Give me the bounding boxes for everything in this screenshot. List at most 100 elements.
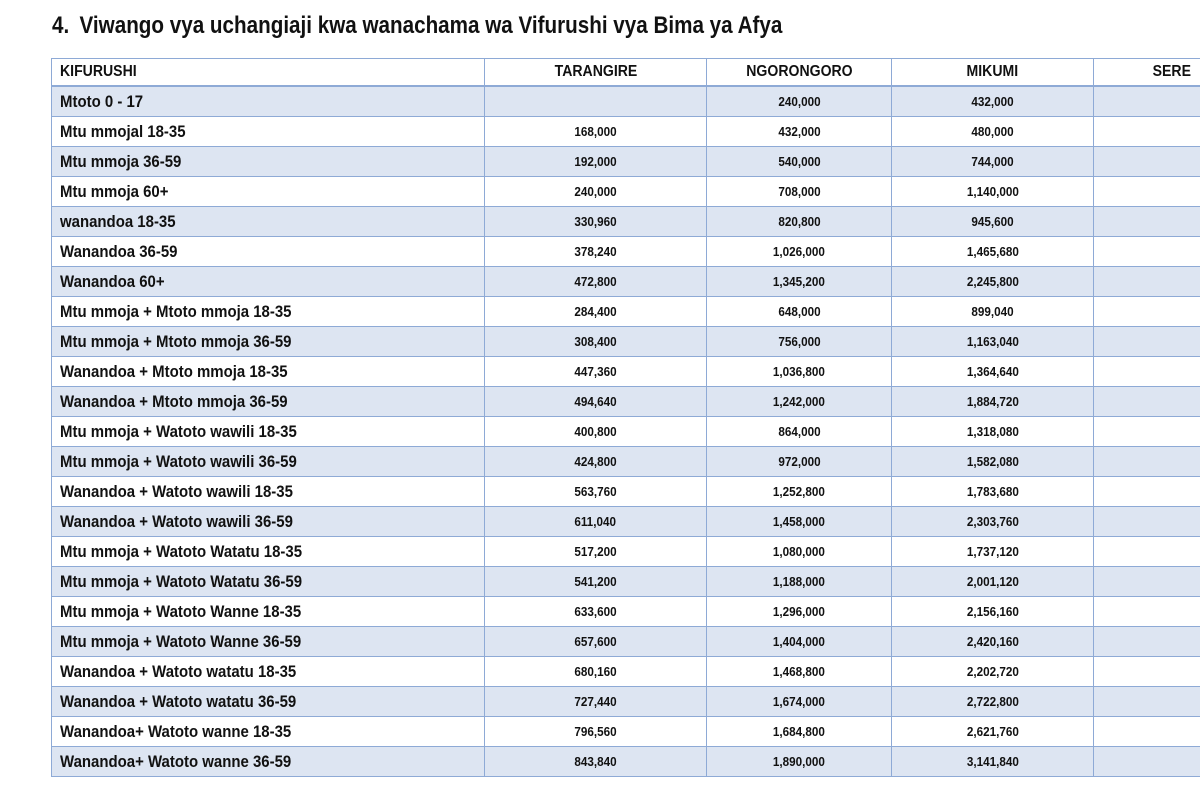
serengeti-value-cell: 4,86 bbox=[1093, 686, 1200, 717]
tarangire-value-cell: 378,240 bbox=[484, 236, 707, 267]
ngorongoro-value-cell: 1,036,800 bbox=[706, 356, 892, 387]
ngorongoro-value-cell: 1,026,000 bbox=[706, 236, 892, 267]
serengeti-value-cell: 3,99 bbox=[1093, 626, 1200, 657]
ngorongoro-value-cell: 240,000 bbox=[706, 85, 892, 117]
mikumi-value-cell: 1,163,040 bbox=[891, 326, 1094, 357]
table-row: Wanandoa + Mtoto mmoja 36-59 494,640 1,242… bbox=[51, 386, 1200, 417]
serengeti-value-cell: 6,33 bbox=[1093, 266, 1200, 297]
package-label-cell: Mtoto 0 - 17 bbox=[51, 85, 485, 117]
serengeti-value-cell: 3,07 bbox=[1093, 236, 1200, 267]
tarangire-value-cell: 563,760 bbox=[484, 476, 707, 507]
package-label-cell: Wanandoa + Mtoto mmoja 36-59 bbox=[51, 386, 485, 417]
package-label-cell: Wanandoa 36-59 bbox=[51, 236, 485, 267]
tarangire-value-cell: 541,200 bbox=[484, 566, 707, 597]
mikumi-value-cell: 1,465,680 bbox=[891, 236, 1094, 267]
serengeti-value-cell: 2,80 bbox=[1093, 446, 1200, 477]
tarangire-value-cell: 517,200 bbox=[484, 536, 707, 567]
table-row: Mtu mmoja + Watoto Wanne 36-59 657,600 1,4… bbox=[51, 626, 1200, 657]
table-row: Wanandoa+ Watoto wanne 18-35 796,560 1,684… bbox=[51, 716, 1200, 747]
package-label-cell: Mtu mmojal 18-35 bbox=[51, 116, 485, 147]
package-label-cell: Wanandoa+ Watoto wanne 18-35 bbox=[51, 716, 485, 747]
package-label-cell: Wanandoa + Watoto watatu 36-59 bbox=[51, 686, 485, 717]
column-header-tarangire: TARANGIRE bbox=[484, 58, 707, 87]
ngorongoro-value-cell: 1,296,000 bbox=[706, 596, 892, 627]
tarangire-value-cell bbox=[484, 85, 707, 117]
mikumi-value-cell: 2,303,760 bbox=[891, 506, 1094, 537]
table-row: Wanandoa 60+472,8001,345,2002,245,8006,3… bbox=[51, 266, 1200, 297]
tarangire-value-cell: 192,000 bbox=[484, 146, 707, 177]
table-row: Mtu mmoja + Watoto Watatu 18-35 517,200 1,… bbox=[51, 536, 1200, 567]
ngorongoro-value-cell: 1,345,200 bbox=[706, 266, 892, 297]
tarangire-value-cell: 472,800 bbox=[484, 266, 707, 297]
ngorongoro-value-cell: 972,000 bbox=[706, 446, 892, 477]
ngorongoro-value-cell: 820,800 bbox=[706, 206, 892, 237]
mikumi-value-cell: 2,722,800 bbox=[891, 686, 1094, 717]
mikumi-value-cell: 1,318,080 bbox=[891, 416, 1094, 447]
column-header-mikumi: MIKUMI bbox=[891, 58, 1094, 87]
package-label-cell: Mtu mmoja + Watoto Watatu 18-35 bbox=[51, 536, 485, 567]
serengeti-value-cell: 792 bbox=[1093, 116, 1200, 147]
mikumi-value-cell: 744,000 bbox=[891, 146, 1094, 177]
serengeti-value-cell: 2,09 bbox=[1093, 356, 1200, 387]
serengeti-value-cell: 3,28 bbox=[1093, 656, 1200, 687]
ngorongoro-value-cell: 1,890,000 bbox=[706, 746, 892, 777]
table-row: Wanandoa + Watoto wawili 36-59 611,040 1,4… bbox=[51, 506, 1200, 537]
tarangire-value-cell: 240,000 bbox=[484, 176, 707, 207]
section-number: 4. bbox=[52, 12, 70, 39]
tarangire-value-cell: 447,360 bbox=[484, 356, 707, 387]
ngorongoro-value-cell: 1,080,000 bbox=[706, 536, 892, 567]
column-header-serengeti: SERE bbox=[1093, 58, 1200, 87]
package-label-cell: Mtu mmoja + Watoto Watatu 36-59 bbox=[51, 566, 485, 597]
mikumi-value-cell: 899,040 bbox=[891, 296, 1094, 327]
mikumi-value-cell: 2,621,760 bbox=[891, 716, 1094, 747]
column-header-ngorongoro: NGORONGORO bbox=[706, 58, 892, 87]
serengeti-value-cell: 2,69 bbox=[1093, 476, 1200, 507]
tarangire-value-cell: 657,600 bbox=[484, 626, 707, 657]
table-row: Mtu mmoja + Mtoto mmoja 36-59 308,400 756,… bbox=[51, 326, 1200, 357]
table-row: Mtu mmoja + Mtoto mmoja 18-35 284,400 648,… bbox=[51, 296, 1200, 327]
tarangire-value-cell: 680,160 bbox=[484, 656, 707, 687]
mikumi-value-cell: 1,737,120 bbox=[891, 536, 1094, 567]
table-row: Wanandoa + Watoto wawili 18-35 563,760 1,2… bbox=[51, 476, 1200, 507]
package-label-cell: Mtu mmoja 36-59 bbox=[51, 146, 485, 177]
section-heading: 4. Viwango vya uchangiaji kwa wanachama w… bbox=[52, 12, 782, 40]
table-row: Wanandoa 36-59378,2401,026,0001,465,6803… bbox=[51, 236, 1200, 267]
mikumi-value-cell: 1,582,080 bbox=[891, 446, 1094, 477]
mikumi-value-cell: 2,001,120 bbox=[891, 566, 1094, 597]
serengeti-value-cell: 2,57 bbox=[1093, 536, 1200, 567]
table-row: Wanandoa+ Watoto wanne 36-59 843,840 1,890… bbox=[51, 746, 1200, 777]
package-label-cell: Mtu mmoja + Watoto wawili 36-59 bbox=[51, 446, 485, 477]
ngorongoro-value-cell: 1,468,800 bbox=[706, 656, 892, 687]
package-label-cell: Mtu mmoja + Mtoto mmoja 36-59 bbox=[51, 326, 485, 357]
ngorongoro-value-cell: 648,000 bbox=[706, 296, 892, 327]
mikumi-value-cell: 1,783,680 bbox=[891, 476, 1094, 507]
tarangire-value-cell: 843,840 bbox=[484, 746, 707, 777]
tarangire-value-cell: 494,640 bbox=[484, 386, 707, 417]
ngorongoro-value-cell: 1,674,000 bbox=[706, 686, 892, 717]
ngorongoro-value-cell: 1,252,800 bbox=[706, 476, 892, 507]
mikumi-value-cell: 2,420,160 bbox=[891, 626, 1094, 657]
ngorongoro-value-cell: 864,000 bbox=[706, 416, 892, 447]
table-row: Wanandoa + Watoto watatu 36-59 727,440 1,6… bbox=[51, 686, 1200, 717]
ngorongoro-value-cell: 540,000 bbox=[706, 146, 892, 177]
serengeti-value-cell: 3,33 bbox=[1093, 176, 1200, 207]
package-label-cell: Wanandoa + Mtoto mmoja 18-35 bbox=[51, 356, 485, 387]
serengeti-value-cell: 4,26 bbox=[1093, 506, 1200, 537]
serengeti-value-cell: 1,98 bbox=[1093, 416, 1200, 447]
package-label-cell: Mtu mmoja + Mtoto mmoja 18-35 bbox=[51, 296, 485, 327]
package-label-cell: Wanandoa + Watoto wawili 36-59 bbox=[51, 506, 485, 537]
ngorongoro-value-cell: 708,000 bbox=[706, 176, 892, 207]
ngorongoro-value-cell: 1,242,000 bbox=[706, 386, 892, 417]
ngorongoro-value-cell: 756,000 bbox=[706, 326, 892, 357]
ngorongoro-value-cell: 1,188,000 bbox=[706, 566, 892, 597]
tarangire-value-cell: 796,560 bbox=[484, 716, 707, 747]
serengeti-value-cell: 3,16 bbox=[1093, 596, 1200, 627]
serengeti-value-cell: 5,45 bbox=[1093, 746, 1200, 777]
